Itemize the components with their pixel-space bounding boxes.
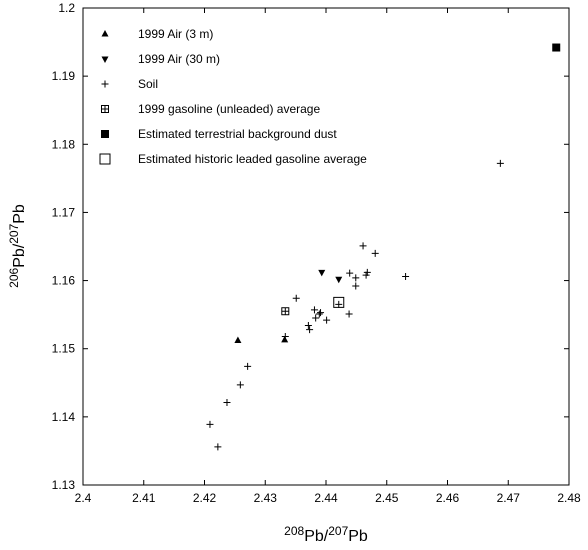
data-point-plus — [315, 310, 323, 318]
y-tick-label: 1.14 — [52, 410, 76, 424]
data-point-plus — [345, 310, 353, 318]
data-point-plus — [363, 268, 371, 276]
data-point-plus — [359, 242, 367, 250]
data-point-plus — [402, 272, 410, 280]
legend-label: Soil — [138, 77, 158, 91]
data-point-plus — [317, 309, 325, 317]
legend-label: 1999 Air (30 m) — [138, 52, 220, 66]
y-tick-label: 1.13 — [52, 478, 76, 492]
legend-marker-square-filled — [101, 130, 109, 138]
legend-marker-plus — [101, 80, 109, 88]
data-point-square-grid-grid — [281, 307, 289, 315]
y-tick-label: 1.19 — [52, 69, 76, 83]
x-tick-label: 2.43 — [254, 491, 278, 505]
data-point-triangle-up — [281, 335, 289, 343]
data-point-plus — [214, 443, 222, 451]
data-point-plus — [496, 159, 504, 167]
data-point-plus — [236, 381, 244, 389]
data-point-plus — [206, 420, 214, 428]
x-tick-label: 2.42 — [193, 491, 217, 505]
x-tick-label: 2.47 — [497, 491, 521, 505]
y-axis-title-base1: Pb/ — [11, 243, 28, 268]
x-axis-title-base1: Pb/ — [304, 528, 329, 545]
legend-marker-triangle-up — [101, 30, 109, 37]
data-point-triangle-down — [335, 276, 343, 284]
data-point-plus — [352, 274, 360, 282]
data-point-triangle-down — [318, 269, 326, 277]
data-point-plus — [312, 314, 320, 322]
y-tick-label: 1.17 — [52, 205, 76, 219]
data-point-plus — [304, 322, 312, 330]
data-point-plus — [335, 300, 343, 308]
x-tick-label: 2.41 — [132, 491, 156, 505]
legend-marker-triangle-down — [101, 56, 109, 63]
data-point-plus — [310, 306, 318, 314]
x-axis-title-sup1: 208 — [284, 524, 304, 538]
legend-marker-square-grid-grid — [101, 105, 109, 113]
x-axis-title: 208Pb/207Pb — [284, 524, 368, 545]
y-tick-label: 1.15 — [52, 342, 76, 356]
data-point-plus — [371, 249, 379, 257]
data-point-square-filled — [552, 43, 561, 52]
y-axis-title-sup2: 207 — [7, 223, 21, 243]
legend-marker-square-open — [99, 153, 111, 165]
y-tick-label: 1.2 — [58, 1, 75, 15]
x-tick-label: 2.46 — [436, 491, 460, 505]
legend-label: Estimated historic leaded gasoline avera… — [138, 152, 367, 166]
data-point-plus — [223, 399, 231, 407]
x-axis-title-base2: Pb — [348, 528, 368, 545]
data-point-plus — [281, 332, 289, 340]
legend-label: 1999 Air (3 m) — [138, 27, 213, 41]
data-point-plus — [292, 294, 300, 302]
data-point-plus — [352, 282, 360, 290]
y-tick-label: 1.18 — [52, 137, 76, 151]
x-tick-label: 2.4 — [75, 491, 92, 505]
legend-label: Estimated terrestrial background dust — [138, 127, 337, 141]
data-point-plus — [323, 316, 331, 324]
legend-label: 1999 gasoline (unleaded) average — [138, 102, 320, 116]
y-axis-title-base2: Pb — [11, 204, 28, 224]
data-point-triangle-up — [234, 336, 242, 344]
x-tick-label: 2.45 — [375, 491, 399, 505]
y-axis-title-sup1: 206 — [7, 267, 21, 287]
data-point-plus — [244, 362, 252, 370]
data-points — [206, 43, 561, 451]
legend: 1999 Air (3 m) 1999 Air (30 m) Soil 1999 ga… — [99, 27, 367, 166]
data-point-plus — [346, 269, 354, 277]
x-tick-label: 2.48 — [557, 491, 581, 505]
y-axis-title: 206Pb/207Pb — [7, 204, 28, 288]
data-point-square-open — [333, 296, 345, 308]
x-axis-title-sup2: 207 — [328, 524, 348, 538]
data-point-plus — [306, 326, 314, 334]
x-tick-label: 2.44 — [314, 491, 338, 505]
axis-ticks: 2.4 2.41 2.42 2.43 2.44 2.45 2.46 2.47 2.48 1.13 1… — [52, 1, 581, 505]
y-tick-label: 1.16 — [52, 274, 76, 288]
